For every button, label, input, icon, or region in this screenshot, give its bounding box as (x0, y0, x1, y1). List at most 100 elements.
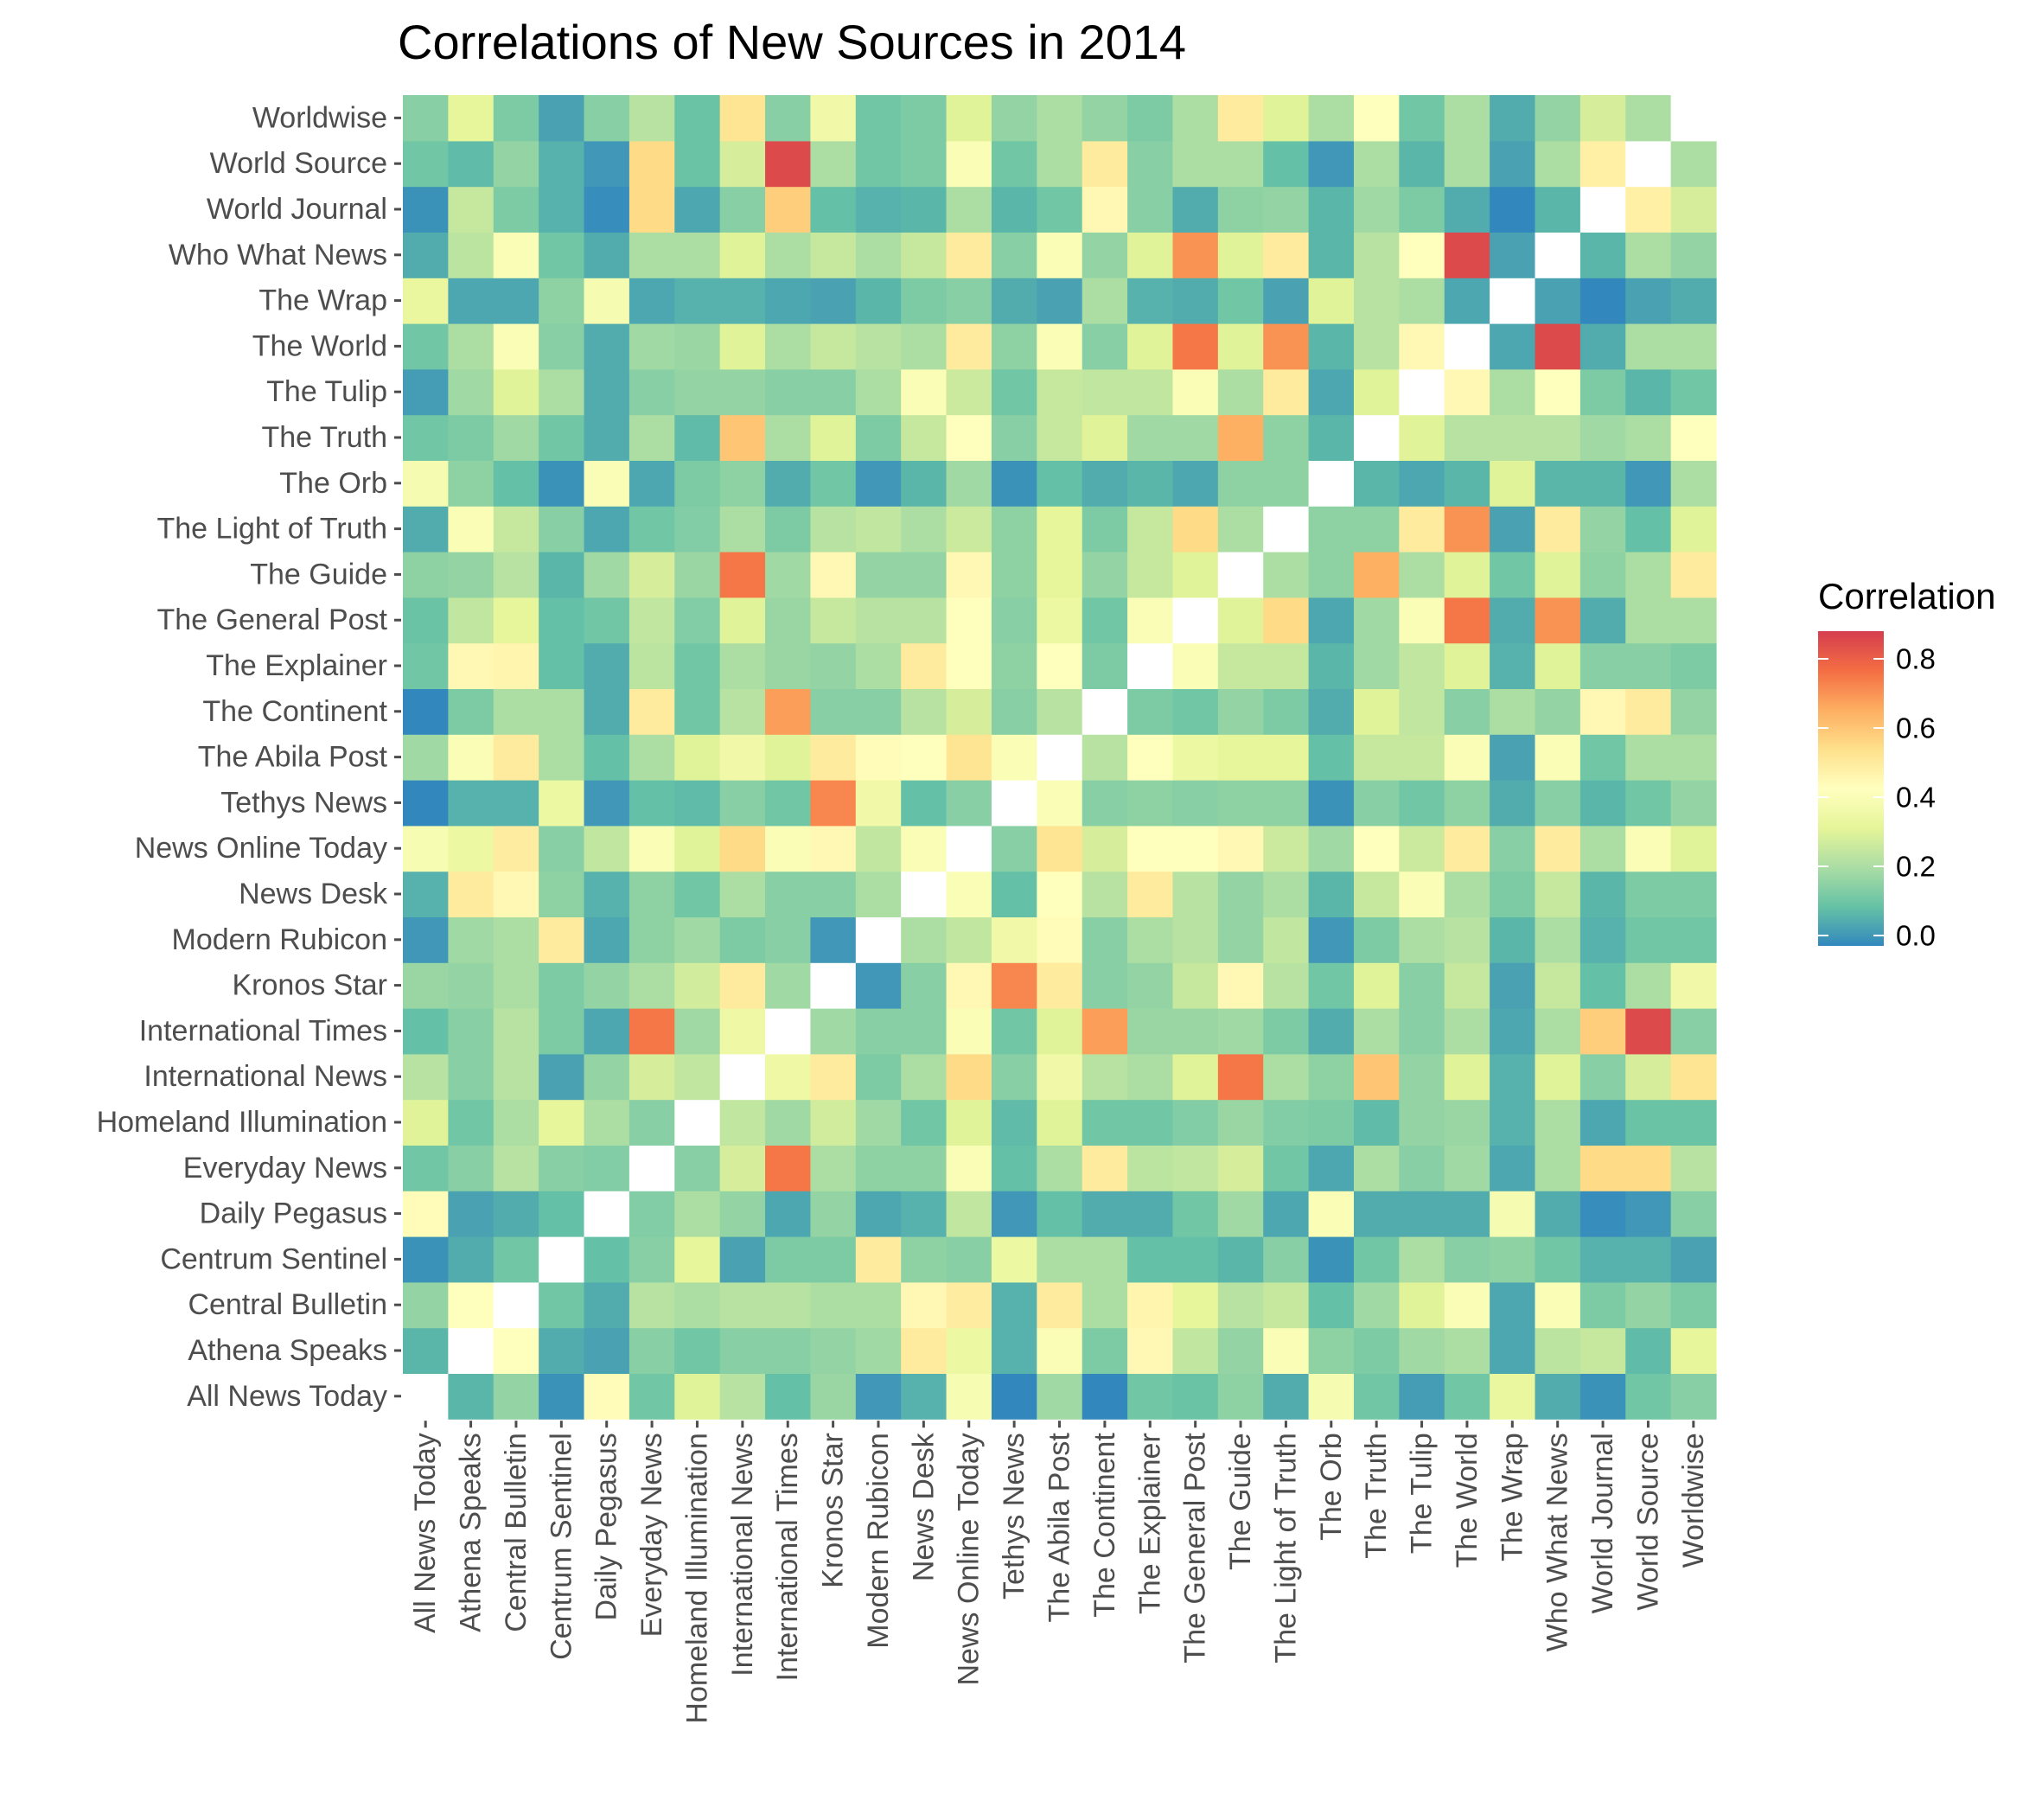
y-tick-label: The Truth (261, 421, 387, 454)
heatmap-cell (1217, 552, 1264, 598)
heatmap-cell (991, 780, 1037, 827)
heatmap-cell (629, 1099, 675, 1146)
heatmap-cell (584, 688, 630, 735)
heatmap-cell (403, 1053, 449, 1101)
y-tick-label: Homeland Illumination (97, 1106, 387, 1139)
heatmap-cell (991, 368, 1037, 416)
heatmap-cell (810, 552, 857, 598)
heatmap-cell (1670, 506, 1717, 552)
y-tick-label: The Light of Truth (157, 513, 388, 546)
heatmap-cell (1399, 460, 1445, 507)
heatmap-cell (1625, 95, 1672, 142)
heatmap-cell (1127, 1145, 1174, 1191)
heatmap-cell (765, 186, 812, 233)
heatmap-cell (584, 278, 630, 324)
heatmap-cell (674, 140, 721, 188)
heatmap-cell (448, 642, 495, 689)
heatmap-cell (1490, 688, 1536, 735)
heatmap-cell (584, 780, 630, 827)
heatmap-cell (539, 1236, 585, 1283)
heatmap-cell (1217, 1236, 1264, 1283)
heatmap-cell (1399, 552, 1445, 598)
heatmap-cell (1308, 597, 1355, 644)
heatmap-cell (1399, 1373, 1445, 1420)
heatmap-cell (1127, 962, 1174, 1009)
heatmap-cell (901, 1053, 948, 1101)
x-tick-label: Who What News (1541, 1433, 1574, 1651)
heatmap-cell (1399, 1099, 1445, 1146)
heatmap-cell (1082, 1053, 1128, 1101)
heatmap-cell (810, 1145, 857, 1191)
heatmap-cell (719, 95, 766, 142)
heatmap-cell (1263, 1281, 1310, 1329)
heatmap-cell (1353, 1053, 1400, 1101)
heatmap-cell (1490, 734, 1536, 781)
heatmap-cell (539, 1099, 585, 1146)
heatmap-cell (584, 734, 630, 781)
heatmap-cell (946, 323, 992, 370)
x-tick-label: All News Today (409, 1433, 442, 1633)
heatmap-cell (1535, 552, 1581, 598)
heatmap-cell (1263, 1236, 1310, 1283)
heatmap-cell (1579, 460, 1626, 507)
heatmap-cell (991, 460, 1037, 507)
heatmap-cell (539, 734, 585, 781)
heatmap-cell (946, 825, 992, 872)
heatmap-cell (1172, 642, 1219, 689)
heatmap-cell (1263, 1191, 1310, 1237)
heatmap-cell (1172, 232, 1219, 278)
heatmap-cell (584, 597, 630, 644)
heatmap-cell (1082, 1327, 1128, 1374)
heatmap-cell (1490, 506, 1536, 552)
heatmap-cell (1172, 460, 1219, 507)
heatmap-cell (1490, 186, 1536, 233)
heatmap-cell (1082, 460, 1128, 507)
heatmap-cell (584, 140, 630, 188)
heatmap-cell (946, 1281, 992, 1329)
heatmap-cell (1490, 1145, 1536, 1191)
legend-tick-label: 0.0 (1896, 920, 1936, 952)
heatmap-cell (1263, 1008, 1310, 1055)
heatmap-cell (855, 460, 902, 507)
heatmap-cell (1217, 734, 1264, 781)
heatmap-cell (1082, 825, 1128, 872)
heatmap-cell (719, 460, 766, 507)
heatmap-cell (1535, 825, 1581, 872)
heatmap-cell (855, 1373, 902, 1420)
heatmap-cell (1127, 1008, 1174, 1055)
heatmap-cell (719, 1373, 766, 1420)
heatmap-cell (1535, 278, 1581, 324)
heatmap-cell (1625, 232, 1672, 278)
heatmap-cell (1037, 734, 1083, 781)
heatmap-cell (1217, 140, 1264, 188)
heatmap-cell (539, 232, 585, 278)
heatmap-cell (810, 140, 857, 188)
heatmap-cell (946, 916, 992, 963)
heatmap-cell (1535, 642, 1581, 689)
heatmap-cell (719, 871, 766, 917)
heatmap-cell (1127, 278, 1174, 324)
heatmap-cell (1037, 140, 1083, 188)
heatmap-cell (539, 780, 585, 827)
heatmap-cell (1353, 140, 1400, 188)
heatmap-cell (1172, 552, 1219, 598)
heatmap-cell (1399, 597, 1445, 644)
heatmap-cell (1444, 734, 1490, 781)
heatmap-cell (1037, 323, 1083, 370)
heatmap-cell (1037, 1008, 1083, 1055)
heatmap-cell (403, 871, 449, 917)
heatmap-cell (810, 278, 857, 324)
heatmap-cell (629, 962, 675, 1009)
heatmap-cell (1579, 140, 1626, 188)
heatmap-cell (1082, 1099, 1128, 1146)
heatmap-cell (1263, 414, 1310, 461)
heatmap-cell (1579, 642, 1626, 689)
heatmap-cell (1308, 1281, 1355, 1329)
heatmap-cell (810, 688, 857, 735)
heatmap-cell (493, 1327, 539, 1374)
heatmap-cell (1308, 186, 1355, 233)
heatmap-cell (1172, 1236, 1219, 1283)
heatmap-cell (403, 232, 449, 278)
heatmap-cell (539, 186, 585, 233)
heatmap-cell (1399, 278, 1445, 324)
